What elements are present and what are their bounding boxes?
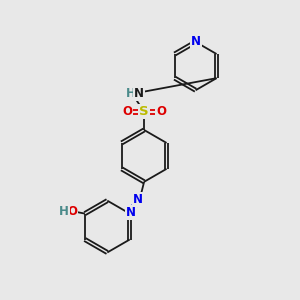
- Text: H: H: [59, 205, 69, 218]
- Text: N: N: [133, 193, 142, 206]
- Text: N: N: [190, 35, 201, 48]
- Text: N: N: [126, 206, 136, 219]
- Text: H: H: [126, 87, 136, 100]
- Text: N: N: [134, 87, 144, 100]
- Text: O: O: [68, 205, 77, 218]
- Text: O: O: [122, 105, 132, 118]
- Text: S: S: [139, 105, 149, 118]
- Text: O: O: [156, 105, 166, 118]
